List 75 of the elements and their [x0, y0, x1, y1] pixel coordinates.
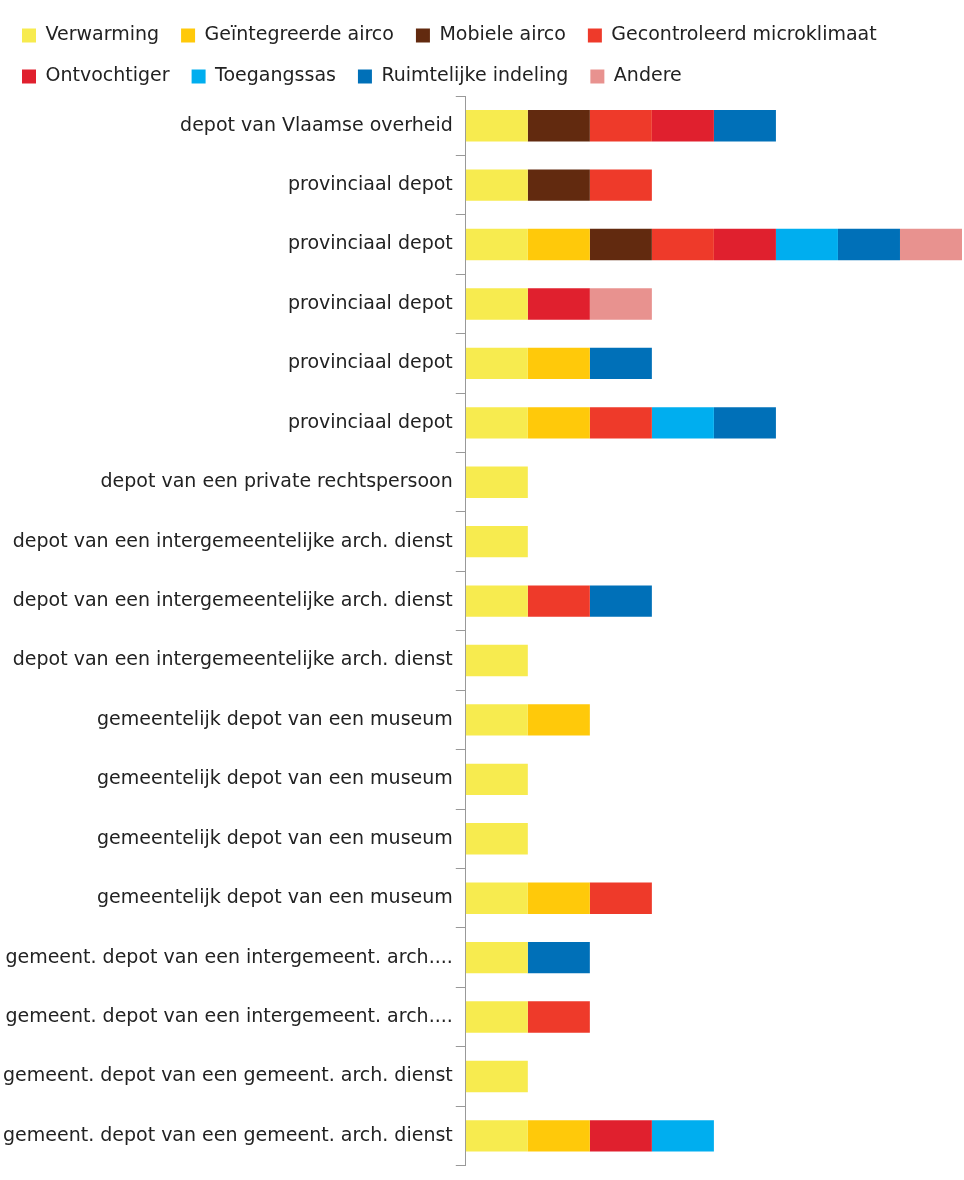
bar	[527, 288, 590, 320]
bar	[589, 585, 652, 617]
y-tick-label: provinciaal depot	[287, 172, 453, 195]
bar	[899, 228, 962, 261]
y-tick-label: provinciaal depot	[287, 290, 453, 313]
legend-label: Toegangssas	[214, 63, 336, 86]
y-tick-label: gemeentelijk depot van een museum	[97, 706, 453, 729]
bar	[527, 169, 590, 201]
bar	[651, 407, 714, 439]
bar	[465, 347, 528, 380]
bar	[527, 407, 590, 439]
bar	[465, 585, 528, 617]
bar	[465, 1001, 528, 1033]
bar	[713, 228, 776, 261]
y-tick-label: gemeentelijk depot van een museum	[97, 825, 453, 848]
bar	[589, 110, 652, 142]
bar	[527, 941, 590, 974]
bar	[527, 704, 590, 736]
bar	[465, 941, 528, 974]
bar	[589, 882, 652, 914]
legend-label: Gecontroleerd microklimaat	[611, 22, 877, 45]
bar	[589, 1120, 652, 1152]
y-tick-label: gemeent. depot van een intergemeent. arch....	[5, 944, 453, 967]
legend-label: Geïntegreerde airco	[204, 22, 394, 45]
bar	[589, 169, 652, 201]
bar	[465, 1120, 528, 1152]
bar	[589, 288, 652, 320]
bar	[465, 228, 528, 261]
bar	[465, 466, 528, 498]
y-tick-label: gemeentelijk depot van een museum	[97, 766, 453, 789]
bar	[465, 823, 528, 855]
bar	[465, 407, 528, 439]
bar	[465, 288, 528, 320]
bar	[527, 228, 590, 261]
bar	[465, 704, 528, 736]
y-tick-label: depot van Vlaamse overheid	[180, 112, 453, 135]
y-tick-label: depot van een intergemeentelijke arch. dienst	[12, 588, 453, 611]
bar	[651, 1120, 714, 1152]
bar	[651, 228, 714, 261]
legend-label: Ontvochtiger	[45, 63, 170, 86]
y-tick-label: gemeent. depot van een intergemeent. arch....	[5, 1003, 453, 1026]
bar	[465, 110, 528, 142]
bar	[527, 585, 590, 617]
bar	[713, 110, 776, 142]
bar	[527, 110, 590, 142]
y-tick-label: gemeent. depot van een gemeent. arch. dienst	[3, 1063, 453, 1086]
bar	[651, 110, 714, 142]
bar	[465, 525, 528, 558]
bar	[465, 169, 528, 201]
legend-label: Mobiele airco	[439, 22, 566, 45]
bar	[837, 228, 900, 261]
y-tick-label: provinciaal depot	[287, 409, 453, 432]
y-tick-label: depot van een intergemeentelijke arch. dienst	[12, 528, 453, 551]
bar	[527, 1120, 590, 1152]
bar	[465, 644, 528, 677]
bar	[465, 763, 528, 796]
y-tick-label: provinciaal depot	[287, 350, 453, 373]
y-tick-label: provinciaal depot	[287, 231, 453, 254]
y-tick-label: depot van een intergemeentelijke arch. dienst	[12, 647, 453, 670]
legend-label: Ruimtelijke indeling	[381, 63, 569, 86]
bar	[589, 347, 652, 380]
legend-label: Verwarming	[45, 22, 160, 45]
bar	[589, 407, 652, 439]
legend-label: Andere	[613, 63, 682, 86]
bar	[713, 407, 776, 439]
bar	[589, 228, 652, 261]
bar	[527, 882, 590, 914]
y-tick-label: gemeent. depot van een gemeent. arch. dienst	[3, 1122, 453, 1145]
bar	[775, 228, 838, 261]
bar	[527, 1001, 590, 1033]
bar	[527, 347, 590, 380]
bar	[465, 1060, 528, 1093]
y-tick-label: gemeentelijk depot van een museum	[97, 885, 453, 908]
bar	[465, 882, 528, 914]
y-tick-label: depot van een private rechtspersoon	[100, 469, 453, 492]
